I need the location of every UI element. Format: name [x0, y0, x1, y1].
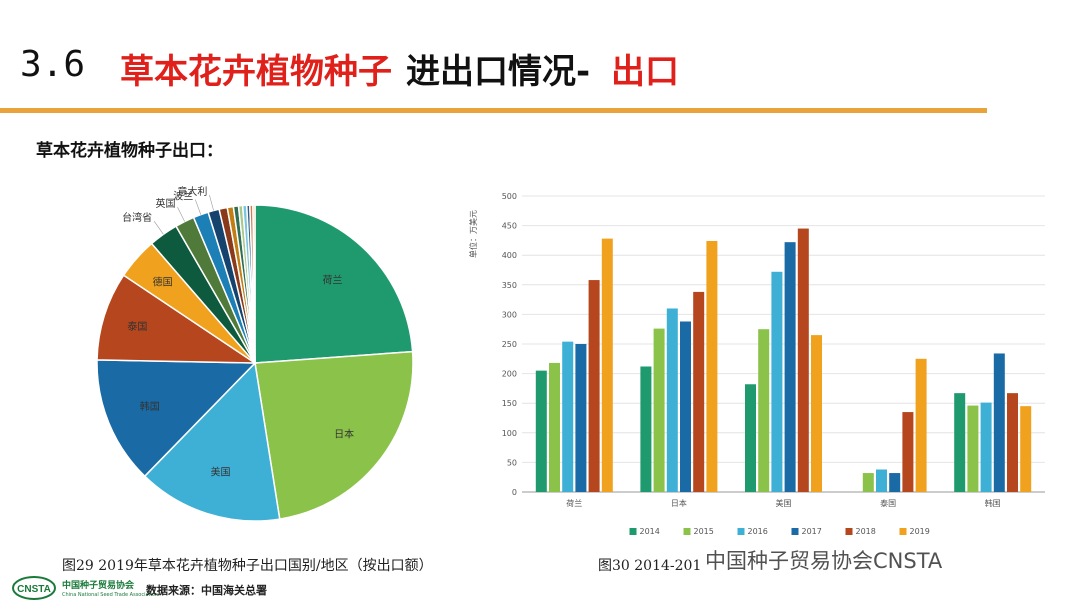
bar	[980, 402, 992, 492]
bar	[745, 384, 756, 492]
figure-29-caption: 图29 2019年草本花卉植物种子出口国别/地区（按出口额）	[62, 558, 433, 574]
pie-leader-line	[153, 221, 164, 235]
page-title: 进出口情况-	[406, 52, 591, 92]
legend-swatch	[683, 528, 691, 535]
pie-slice	[254, 204, 414, 364]
bar	[535, 370, 547, 492]
bar	[706, 240, 718, 492]
legend-swatch	[791, 528, 799, 535]
bar	[889, 473, 901, 492]
y-tick-label: 250	[502, 340, 517, 349]
pie-slice	[96, 274, 258, 364]
pie-slice-label: 韩国	[140, 400, 160, 413]
bar	[640, 366, 652, 492]
bar	[993, 353, 1005, 492]
legend-label: 2017	[802, 527, 822, 536]
pie-leader-line	[209, 194, 214, 211]
legend-label: 2015	[694, 527, 714, 536]
page-title-export: 出口	[611, 52, 679, 92]
pie-slice-label: 日本	[334, 428, 354, 441]
bar	[876, 469, 887, 492]
y-axis-label: 单位：万美元	[468, 210, 478, 258]
legend-swatch	[899, 528, 907, 535]
watermark: 中国种子贸易协会CNSTA	[705, 549, 943, 573]
y-tick-label: 350	[502, 281, 517, 290]
legend-swatch	[629, 528, 637, 535]
pie-slice-label: 泰国	[127, 320, 147, 333]
bar	[771, 271, 783, 492]
pie-slice-label: 美国	[211, 465, 231, 478]
pie-slice	[254, 350, 414, 520]
bar	[601, 238, 613, 492]
x-tick-label: 美国	[776, 498, 792, 508]
section-number: 3.6	[20, 44, 86, 85]
page-title-highlight: 草本花卉植物种子	[120, 52, 392, 92]
bar	[797, 228, 809, 492]
bar	[784, 242, 796, 492]
legend-swatch	[845, 528, 853, 535]
pie-slice-label: 英国	[156, 197, 176, 210]
bar	[653, 328, 665, 492]
y-tick-label: 300	[502, 310, 517, 319]
bar	[549, 362, 560, 492]
svg-text:CNSTA: CNSTA	[17, 584, 51, 595]
pie-slice-label: 波兰	[173, 190, 193, 203]
bar	[680, 321, 691, 492]
y-tick-label: 0	[512, 488, 517, 497]
bar	[575, 344, 587, 492]
pie-slice	[252, 204, 256, 364]
bar	[758, 329, 770, 492]
bar	[562, 341, 574, 492]
bar	[693, 291, 705, 492]
pie-slice-label: 荷兰	[322, 274, 342, 287]
pie-leader-line	[195, 199, 202, 215]
bar	[915, 358, 927, 492]
title-divider	[0, 108, 987, 113]
bar	[967, 405, 979, 492]
bar	[588, 280, 600, 492]
bar	[1007, 393, 1018, 492]
y-tick-label: 400	[502, 251, 517, 260]
pie-slice-label: 意大利	[177, 185, 207, 198]
bar	[902, 412, 914, 492]
x-tick-label: 日本	[671, 498, 687, 508]
pie-slice-label: 台湾省	[122, 211, 152, 224]
y-tick-label: 100	[502, 429, 517, 438]
section-subtitle: 草本花卉植物种子出口：	[36, 141, 223, 161]
y-tick-label: 500	[502, 192, 517, 201]
y-tick-label: 200	[502, 370, 517, 379]
x-tick-label: 荷兰	[566, 498, 582, 508]
org-name: 中国种子贸易协会	[62, 581, 135, 591]
y-tick-label: 450	[502, 222, 517, 231]
legend-swatch	[737, 528, 745, 535]
bar	[666, 308, 678, 492]
legend-label: 2019	[910, 527, 930, 536]
bar	[954, 393, 966, 492]
cnsta-logo: CNSTA	[12, 576, 56, 600]
org-subtitle: China National Seed Trade Association	[62, 592, 159, 598]
pie-slice-label: 德国	[153, 275, 173, 288]
legend-label: 2016	[748, 527, 768, 536]
legend-label: 2018	[856, 527, 876, 536]
x-tick-label: 韩国	[985, 498, 1001, 508]
bar	[862, 473, 874, 492]
pie-leader-line	[177, 207, 185, 222]
y-tick-label: 150	[502, 399, 517, 408]
pie-slice	[143, 361, 281, 522]
y-tick-label: 50	[507, 458, 517, 467]
bar	[811, 335, 822, 492]
pie-slice	[96, 359, 257, 478]
bar	[1020, 406, 1032, 492]
figure-30-caption: 图30 2014-201	[598, 558, 702, 574]
legend-label: 2014	[640, 527, 660, 536]
data-source: 数据来源：中国海关总署	[146, 584, 267, 597]
x-tick-label: 泰国	[880, 498, 896, 508]
